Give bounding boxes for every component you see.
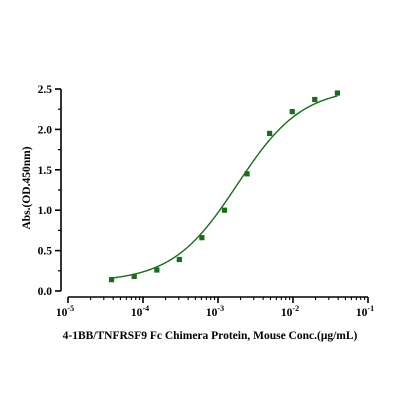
y-tick-label: 2.0 [38, 124, 53, 136]
x-tick-label: 10-5 [56, 304, 74, 319]
x-tick-label: 10-1 [356, 304, 374, 319]
y-tick-label: 2.5 [38, 84, 53, 96]
data-point [176, 256, 182, 263]
x-tick-label: 10-3 [206, 304, 224, 319]
axes: 0.0 0.5 1.0 1.5 2.0 2.5 10-5 10-4 10-3 10-2 10-1 [38, 84, 374, 319]
data-point [154, 267, 160, 273]
data-points-layer [108, 90, 341, 283]
data-point [244, 171, 250, 177]
data-point [108, 277, 115, 283]
fit-curve-layer [111, 95, 338, 279]
y-tick-label: 0.5 [38, 246, 53, 258]
data-point [312, 96, 318, 103]
data-point [131, 273, 137, 280]
data-point [289, 109, 295, 115]
x-tick-label: 10-4 [131, 304, 149, 319]
axis-labels-layer: 4-1BB/TNFRSF9 Fc Chimera Protein, Mouse … [21, 146, 358, 342]
y-tick-label: 1.0 [38, 205, 53, 217]
y-tick-label: 1.5 [38, 165, 53, 177]
y-tick-label: 0.0 [38, 286, 53, 298]
y-axis-label: Abs.(OD.450nm) [21, 146, 33, 229]
x-tick-label: 10-2 [281, 304, 299, 319]
data-point [267, 130, 273, 137]
data-point [334, 90, 341, 96]
data-point [221, 207, 228, 213]
x-axis-label: 4-1BB/TNFRSF9 Fc Chimera Protein, Mouse … [63, 330, 358, 342]
data-point [199, 235, 205, 241]
fit-curve [111, 95, 338, 279]
